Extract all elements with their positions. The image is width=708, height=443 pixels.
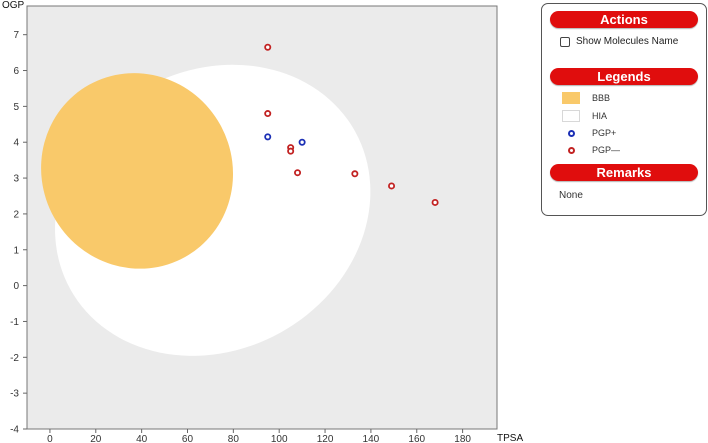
- pgp-minus-dot-icon: [568, 146, 575, 154]
- y-tick-label: -2: [10, 353, 19, 364]
- x-tick-label: 100: [271, 434, 288, 443]
- hia-swatch: [562, 110, 580, 122]
- y-tick-label: -4: [10, 425, 19, 436]
- legends-header: Legends: [550, 68, 698, 85]
- x-tick-label: 160: [408, 434, 425, 443]
- x-tick-label: 180: [454, 434, 471, 443]
- legend-item-bbb: BBB: [562, 92, 610, 104]
- y-tick-label: 3: [13, 174, 19, 185]
- legend-label: PGP+: [592, 128, 617, 138]
- bbb-swatch: [562, 92, 580, 104]
- legend-label: BBB: [592, 93, 611, 103]
- legend-item-pgp-minus: PGP—: [562, 145, 620, 155]
- pgp-minus-point[interactable]: [264, 110, 272, 118]
- points-layer: [264, 43, 439, 206]
- pgp-plus-dot-icon: [568, 129, 575, 137]
- pgp-plus-point[interactable]: [264, 133, 272, 141]
- pgp-minus-point[interactable]: [351, 170, 359, 178]
- pgp-plus-point[interactable]: [298, 138, 306, 146]
- x-tick-label: 40: [136, 434, 148, 443]
- show-names-label: Show Molecules Name: [576, 36, 679, 47]
- legend-item-pgp-plus: PGP+: [562, 128, 616, 138]
- y-tick-label: 7: [13, 30, 19, 41]
- y-tick-label: 6: [13, 66, 19, 77]
- boiled-egg-chart: 0 20 40 60 80 100 120 140 160 180 -4 -3 -2 -1 0 1 2 3 4 5 6…: [2, 0, 523, 443]
- y-tick-label: -1: [10, 317, 19, 328]
- y-tick-label: 5: [13, 102, 19, 113]
- y-axis: -4 -3 -2 -1 0 1 2 3 4 5 6 7: [10, 30, 27, 436]
- pgp-minus-point[interactable]: [264, 43, 272, 51]
- pgp-minus-point[interactable]: [287, 147, 295, 155]
- actions-header: Actions: [550, 11, 698, 28]
- pgp-minus-point[interactable]: [388, 182, 396, 190]
- legend-label: HIA: [592, 111, 608, 121]
- x-tick-label: 20: [90, 434, 102, 443]
- x-tick-label: 140: [363, 434, 380, 443]
- bbb-region: [41, 73, 234, 269]
- remarks-text: None: [559, 190, 583, 201]
- show-names-checkbox[interactable]: [560, 36, 570, 47]
- y-tick-label: 0: [13, 281, 19, 292]
- pgp-minus-point[interactable]: [431, 198, 439, 206]
- x-axis-label: TPSA: [497, 433, 523, 443]
- legend-item-hia: HIA: [562, 110, 607, 122]
- remarks-header: Remarks: [550, 164, 698, 181]
- pgp-minus-point[interactable]: [294, 169, 302, 177]
- x-tick-label: 60: [182, 434, 194, 443]
- x-axis: 0 20 40 60 80 100 120 140 160 180: [47, 429, 471, 443]
- y-tick-label: 1: [13, 245, 19, 256]
- y-tick-label: 2: [13, 209, 19, 220]
- legend-label: PGP—: [592, 145, 621, 155]
- show-names-option[interactable]: Show Molecules Name: [560, 36, 678, 47]
- side-panel: Actions Show Molecules Name Legends BBB …: [541, 3, 707, 216]
- x-tick-label: 0: [47, 434, 53, 443]
- region-layer: [41, 64, 371, 356]
- y-tick-label: -3: [10, 389, 19, 400]
- x-tick-label: 120: [317, 434, 334, 443]
- y-tick-label: 4: [13, 138, 19, 149]
- x-tick-label: 80: [228, 434, 240, 443]
- y-axis-label: OGP: [2, 0, 25, 11]
